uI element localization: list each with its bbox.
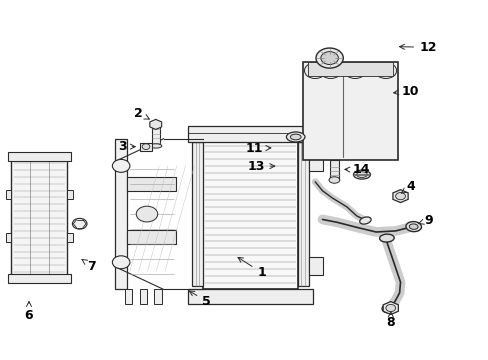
Ellipse shape xyxy=(356,172,366,177)
Circle shape xyxy=(344,63,365,78)
Bar xyxy=(11,157,67,279)
Bar xyxy=(308,257,322,275)
Bar xyxy=(67,190,73,199)
Bar xyxy=(188,289,312,304)
Circle shape xyxy=(320,51,338,64)
Circle shape xyxy=(142,144,150,149)
Text: 3: 3 xyxy=(118,140,135,153)
Bar xyxy=(329,160,339,180)
Text: 1: 1 xyxy=(238,257,265,279)
Circle shape xyxy=(315,48,343,68)
Bar xyxy=(188,126,312,142)
Text: 7: 7 xyxy=(82,260,96,273)
Circle shape xyxy=(136,206,158,222)
Text: 10: 10 xyxy=(393,85,418,98)
Bar xyxy=(152,125,159,144)
Bar xyxy=(127,177,175,192)
Ellipse shape xyxy=(385,306,392,311)
Circle shape xyxy=(374,63,396,78)
Text: 13: 13 xyxy=(247,160,274,173)
Ellipse shape xyxy=(359,217,370,224)
Ellipse shape xyxy=(328,177,339,183)
Ellipse shape xyxy=(353,170,370,179)
Bar xyxy=(5,190,11,199)
Ellipse shape xyxy=(379,234,393,242)
Text: 8: 8 xyxy=(386,312,394,329)
Bar xyxy=(140,143,152,150)
Circle shape xyxy=(319,63,341,78)
Text: 11: 11 xyxy=(245,142,270,155)
Text: 4: 4 xyxy=(401,180,415,193)
Text: 9: 9 xyxy=(418,214,432,227)
Bar xyxy=(140,289,147,304)
Text: 12: 12 xyxy=(399,41,436,54)
Circle shape xyxy=(385,305,395,312)
Ellipse shape xyxy=(149,144,162,148)
Bar xyxy=(7,274,71,283)
Bar xyxy=(5,233,11,242)
Bar xyxy=(203,139,298,289)
Polygon shape xyxy=(383,302,398,315)
Bar xyxy=(298,142,308,286)
Ellipse shape xyxy=(408,224,417,229)
Ellipse shape xyxy=(286,132,305,142)
Ellipse shape xyxy=(405,221,421,232)
Bar xyxy=(125,289,132,304)
Circle shape xyxy=(112,256,130,269)
Text: 5: 5 xyxy=(189,291,210,308)
Ellipse shape xyxy=(381,304,396,313)
Circle shape xyxy=(395,193,405,200)
Bar xyxy=(308,153,322,171)
Bar xyxy=(154,289,161,304)
Polygon shape xyxy=(392,190,407,203)
Bar xyxy=(7,152,71,161)
Text: 2: 2 xyxy=(134,107,149,120)
Text: 14: 14 xyxy=(344,163,369,176)
Circle shape xyxy=(72,219,87,229)
Ellipse shape xyxy=(290,134,301,140)
Polygon shape xyxy=(149,120,162,130)
Bar xyxy=(307,62,392,76)
Circle shape xyxy=(304,63,325,78)
Bar xyxy=(115,139,127,289)
Circle shape xyxy=(112,159,130,172)
Bar xyxy=(192,142,203,286)
Bar xyxy=(127,230,175,244)
Bar xyxy=(67,233,73,242)
Bar xyxy=(303,62,397,160)
Text: 6: 6 xyxy=(24,301,33,322)
